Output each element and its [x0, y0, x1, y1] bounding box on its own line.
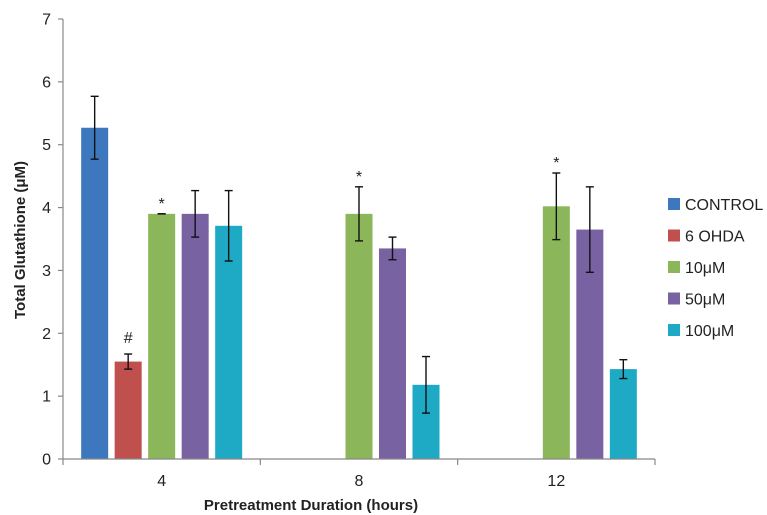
bar [345, 213, 373, 459]
y-tick-label: 1 [42, 389, 51, 406]
significance-marker: # [124, 330, 133, 347]
bar [215, 225, 243, 459]
bar [81, 127, 109, 459]
significance-marker: * [553, 155, 559, 172]
legend-swatch [668, 198, 680, 210]
x-tick-label: 8 [355, 473, 364, 490]
x-axis-title: Pretreatment Duration (hours) [204, 497, 418, 514]
legend-swatch [668, 229, 680, 242]
significance-marker: * [159, 196, 165, 213]
y-tick-label: 4 [42, 200, 51, 217]
significance-marker: * [356, 169, 362, 186]
y-tick-label: 5 [42, 137, 51, 154]
bars-group [81, 127, 637, 459]
annotations-group: # * * * [124, 155, 560, 347]
y-tick-label: 3 [42, 263, 51, 280]
bar [148, 213, 176, 459]
bar [542, 206, 570, 459]
legend-label: CONTROL [685, 197, 763, 214]
legend-label: 50μM [685, 292, 725, 309]
x-axis-ticks: 4 8 12 [62, 459, 656, 490]
legend-swatch [668, 261, 680, 273]
y-tick-label: 7 [42, 12, 51, 29]
y-tick-label: 2 [42, 326, 51, 343]
legend: CONTROL 6 OHDA 10μM 50μM 100μM [668, 197, 763, 340]
error-bars-group [90, 95, 628, 414]
bar [379, 248, 406, 459]
legend-label: 6 OHDA [685, 229, 745, 246]
bar [181, 213, 209, 459]
bar [114, 361, 142, 459]
legend-label: 10μM [685, 260, 725, 277]
legend-label: 100μM [685, 323, 734, 340]
y-tick-label: 6 [42, 74, 51, 91]
x-tick-label: 4 [157, 473, 166, 490]
axes [62, 19, 655, 460]
y-tick-label: 0 [42, 452, 51, 469]
legend-swatch [668, 324, 680, 336]
legend-swatch [668, 292, 680, 305]
y-axis-title: Total Glutathione (μM) [12, 161, 29, 319]
bar [609, 369, 637, 459]
y-axis-ticks: 0 1 2 3 4 5 6 7 [42, 12, 63, 469]
x-tick-label: 12 [547, 473, 565, 490]
